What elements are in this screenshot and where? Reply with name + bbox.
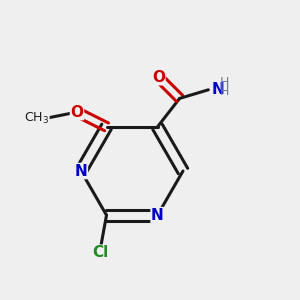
Text: H: H <box>220 76 230 89</box>
Text: Cl: Cl <box>92 245 109 260</box>
Text: N: N <box>211 82 224 97</box>
Text: N: N <box>151 208 164 223</box>
Text: O: O <box>152 70 165 85</box>
Text: H: H <box>220 85 230 98</box>
Text: N: N <box>75 164 87 178</box>
Text: O: O <box>70 105 83 120</box>
Text: CH$_3$: CH$_3$ <box>24 110 49 126</box>
